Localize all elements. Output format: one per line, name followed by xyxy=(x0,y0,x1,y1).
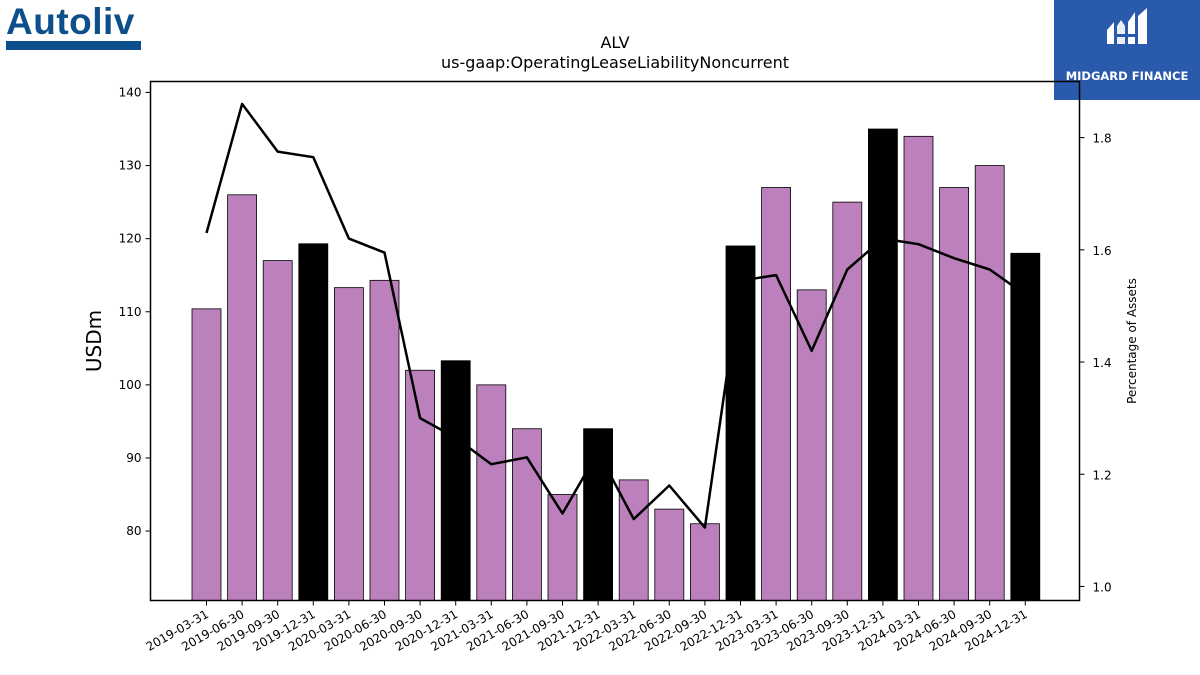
y-tick-label: 120 xyxy=(119,232,142,246)
plot-frame xyxy=(149,80,1081,602)
bar-2020-12-31 xyxy=(440,360,471,601)
y-tick-label: 130 xyxy=(119,159,142,173)
y-tick-label: 80 xyxy=(126,524,141,538)
bar-2020-03-31 xyxy=(333,287,364,601)
chart-title: ALV xyxy=(600,33,629,52)
bar-2023-12-31 xyxy=(868,128,898,601)
y2-axis-label: Percentage of Assets xyxy=(1125,278,1139,404)
y-tick-label: 110 xyxy=(119,305,142,319)
autoliv-logo: Autoliv xyxy=(0,0,150,60)
bar-2019-09-30 xyxy=(262,260,293,601)
midgard-m-icon xyxy=(1107,8,1147,44)
bar-2024-12-31 xyxy=(1010,252,1041,601)
midgard-finance-logo-text: MIDGARD FINANCE xyxy=(1065,69,1189,83)
bar-2023-03-31 xyxy=(761,187,791,601)
bar-2024-09-30 xyxy=(974,165,1005,601)
chart-subtitle: us-gaap:OperatingLeaseLiabilityNoncurren… xyxy=(441,53,789,72)
bar-2023-06-30 xyxy=(796,289,827,601)
x-axis: 2019-03-312019-06-302019-09-302019-12-31… xyxy=(144,600,1030,654)
percentage-line-series xyxy=(205,102,1027,529)
bar-2021-06-30 xyxy=(512,428,542,601)
y-tick-label: 90 xyxy=(126,451,141,465)
bar-2021-12-31 xyxy=(583,428,613,601)
bar-2024-06-30 xyxy=(939,187,969,601)
bar-2020-09-30 xyxy=(405,369,436,601)
y-axis-label: USDm xyxy=(82,310,106,372)
bar-series xyxy=(191,128,1041,601)
bar-2022-06-30 xyxy=(654,508,685,601)
bar-2022-12-31 xyxy=(725,245,756,601)
bar-2019-12-31 xyxy=(298,243,329,601)
y2-tick-label: 1.2 xyxy=(1093,468,1112,482)
y-tick-label: 100 xyxy=(119,378,142,392)
bar-2024-03-31 xyxy=(903,135,934,601)
midgard-finance-logo: MIDGARD FINANCE xyxy=(1054,0,1200,100)
bar-2020-06-30 xyxy=(369,279,400,601)
y-axis-left: 80 90 100 110 120 130 140 xyxy=(119,85,151,538)
y2-tick-label: 1.6 xyxy=(1093,244,1112,258)
percentage-line xyxy=(205,102,1027,529)
bar-2021-09-30 xyxy=(547,494,578,601)
autoliv-logo-underline xyxy=(6,41,141,50)
y2-tick-label: 1.0 xyxy=(1093,580,1112,594)
y-tick-label: 140 xyxy=(119,85,142,99)
y2-tick-label: 1.4 xyxy=(1093,356,1112,370)
bar-2019-03-31 xyxy=(191,308,222,601)
y-axis-right: 1.0 1.2 1.4 1.6 1.8 xyxy=(1079,132,1112,594)
y2-tick-label: 1.8 xyxy=(1093,132,1112,146)
bar-2019-06-30 xyxy=(227,194,258,601)
autoliv-logo-text: Autoliv xyxy=(6,1,135,42)
bar-2022-09-30 xyxy=(690,523,720,601)
bar-2021-03-31 xyxy=(476,384,507,601)
